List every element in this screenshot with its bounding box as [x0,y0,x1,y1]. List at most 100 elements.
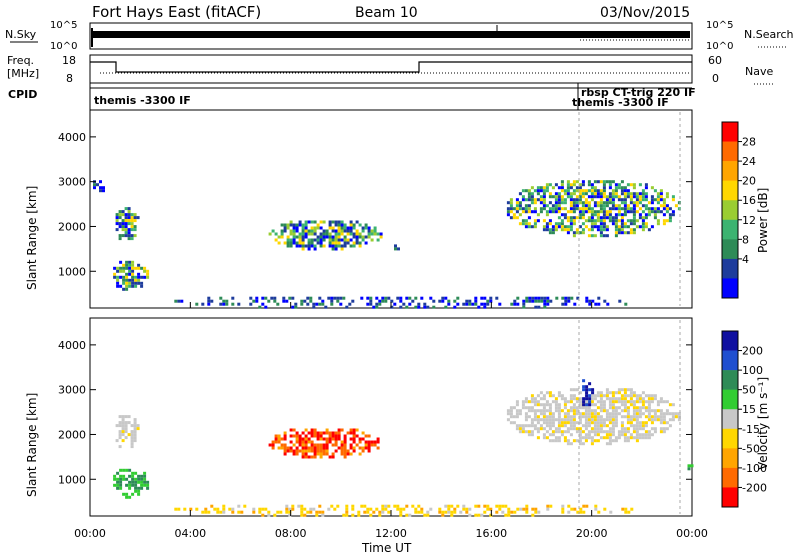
velocity-colorbar-tick-label: -15 [742,423,760,436]
xtick-label: 20:00 [576,527,608,540]
velocity-colorbar-label: Velocity [m s⁻¹] [756,377,770,470]
velocity-ylabel: Slant Range [km] [25,393,39,497]
power-colorbar-swatch [722,219,738,240]
y-axis: 4000 3000 2000 1000 4000 3000 2000 1000 [58,131,692,486]
freq-label-1: Freq. [7,54,34,67]
power-colorbar: 28 24 20 16 12 8 4 [721,121,756,299]
freq-line [90,61,692,73]
power-ytick-label: 1000 [58,265,86,278]
station-title: Fort Hays East (fitACF) [92,3,261,21]
noise-panel [89,22,693,50]
power-cells [93,180,681,309]
cpid-annotation-2: rbsp CT-trig 220 IF [581,86,696,99]
noise-left-tick-top: 10^5 [50,20,77,31]
nave-tick-bottom: 0 [712,72,719,85]
noise-left-label: N.Sky [5,28,37,41]
freq-trace [90,61,692,74]
beam-title: Beam 10 [355,5,418,21]
power-colorbar-swatch [722,278,738,299]
power-region-0 [113,260,150,291]
velocity-colorbar-tick-label: 100 [742,364,763,377]
nave-label: Nave [745,65,773,78]
xtick-label: 12:00 [375,527,407,540]
nave-tick-top: 60 [708,54,722,67]
xtick-label: 00:00 [74,527,106,540]
noise-right-tick-bottom: 10^0 [706,41,733,52]
power-colorbar-swatch [722,161,738,181]
velocity-colorbar-swatch [722,428,738,449]
xtick-label: 04:00 [174,527,206,540]
velocity-colorbar-tick-label: 50 [742,384,756,397]
power-ytick-label: 4000 [58,131,86,144]
velocity-cells [113,379,694,517]
noise-left-tick-bottom: 10^0 [50,41,77,52]
velocity-region-4 [582,379,595,407]
velocity-region-0 [113,468,150,499]
velocity-ytick-label: 2000 [58,428,86,441]
velocity-colorbar-swatch [722,350,738,371]
velocity-colorbar-swatch [722,448,738,469]
power-colorbar-tick-label: 12 [742,214,756,227]
power-ylabel: Slant Range [km] [25,186,39,290]
power-region-6 [174,296,628,309]
power-colorbar-tick-label: 20 [742,175,756,188]
cpid-label: CPID [8,88,37,101]
velocity-ytick-label: 3000 [58,384,86,397]
velocity-ytick-label: 1000 [58,473,86,486]
velocity-colorbar-swatch [722,331,738,351]
velocity-region-2 [268,428,380,459]
power-region-4 [394,244,400,251]
xtick-label: 16:00 [475,527,507,540]
velocity-colorbar-swatch [722,409,738,430]
xtick-label: 00:00 [676,527,708,540]
velocity-colorbar-tick-label: 15 [742,403,756,416]
velocity-colorbar-swatch [722,389,738,410]
velocity-region-6 [174,504,634,517]
power-region-5 [506,180,681,238]
velocity-colorbar-tick-label: -100 [742,462,767,475]
noise-band [92,31,690,38]
power-colorbar-swatch [722,200,738,221]
power-colorbar-tick-label: 28 [742,136,756,149]
power-colorbar-swatch [722,180,738,201]
power-colorbar-tick-label: 8 [742,233,749,246]
power-colorbar-swatch [722,141,738,162]
power-colorbar-swatch [722,258,738,279]
power-region-3 [268,220,383,251]
power-colorbar-swatch [722,122,738,142]
freq-tick-top: 18 [62,54,76,67]
date-title: 03/Nov/2015 [600,5,690,21]
power-colorbar-tick-label: 16 [742,194,756,207]
power-colorbar-tick-label: 24 [742,155,756,168]
velocity-region-5 [687,464,694,471]
power-colorbar-label: Power [dB] [756,188,770,253]
velocity-region-3 [506,388,681,446]
noise-right-tick-top: 10^5 [706,20,733,31]
velocity-colorbar-frame [721,330,739,508]
x-axis-label: Time UT [361,541,412,554]
velocity-colorbar: 200 100 50 15 -15 -50 -100 -200 [721,330,767,508]
cpid-annotation-1: themis -3300 IF [94,94,191,107]
velocity-ytick-label: 4000 [58,339,86,352]
cpid-annotation-3: themis -3300 IF [572,96,669,109]
xtick-label: 08:00 [275,527,307,540]
power-ytick-label: 3000 [58,176,86,189]
velocity-colorbar-swatch [722,487,738,508]
velocity-colorbar-tick-label: -200 [742,481,767,494]
velocity-colorbar-tick-label: 200 [742,345,763,358]
freq-label-2: [MHz] [7,67,39,80]
velocity-colorbar-tick-label: -50 [742,442,760,455]
power-ytick-label: 2000 [58,220,86,233]
velocity-region-1 [115,415,140,449]
freq-panel [89,54,693,84]
power-colorbar-swatch [722,239,738,260]
power-colorbar-tick-label: 4 [742,253,749,266]
x-axis: 00:00 04:00 08:00 12:00 16:00 20:00 00:00 [74,302,708,540]
freq-tick-bottom: 8 [66,72,73,85]
noise-right-label: N.Search [744,28,794,41]
power-colorbar-frame [721,121,739,299]
velocity-colorbar-swatch [722,467,738,488]
velocity-colorbar-swatch [722,370,738,390]
